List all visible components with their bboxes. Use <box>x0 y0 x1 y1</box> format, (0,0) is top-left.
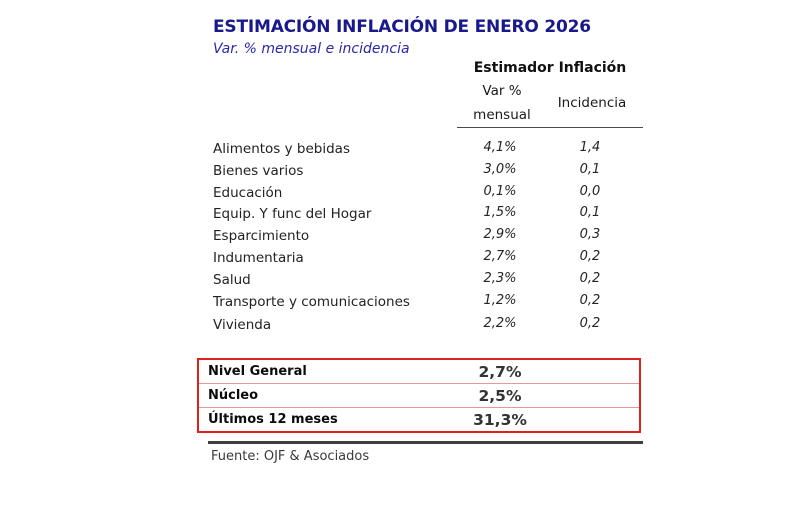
row-label: Esparcimiento <box>213 228 310 245</box>
category-table: Alimentos y bebidas 4,1% 1,4 Bienes vari… <box>213 137 643 335</box>
row-label: Alimentos y bebidas <box>213 141 350 157</box>
row-label: Indumentaria <box>213 249 304 266</box>
row-incidence-value: 0,2 <box>579 270 601 286</box>
summary-row-label: Núcleo <box>208 388 259 403</box>
row-label: Bienes varios <box>213 162 304 179</box>
incidencia-header-label: Incidencia <box>557 95 627 111</box>
row-var-value: 1,2% <box>483 292 517 308</box>
summary-row-value: 31,3% <box>473 410 527 429</box>
row-var-value: 4,1% <box>483 140 517 155</box>
table-row: Esparcimiento 2,9% 0,3 <box>213 224 643 246</box>
summary-row: Últimos 12 meses 31,3% <box>199 408 639 431</box>
row-incidence-value: 1,4 <box>579 140 601 155</box>
row-incidence-value: 0,2 <box>579 292 601 308</box>
row-incidence-value: 0,2 <box>579 316 601 332</box>
summary-box: Nivel General 2,7% Núcleo 2,5% Últimos 1… <box>197 358 641 433</box>
row-label: Vivienda <box>213 317 272 334</box>
row-label: Transporte y comunicaciones <box>213 293 410 310</box>
summary-row: Núcleo 2,5% <box>199 384 639 408</box>
column-group-header: Estimador Inflación <box>473 60 627 76</box>
page-subtitle: Var. % mensual e incidencia <box>213 41 410 57</box>
table-row: Alimentos y bebidas 4,1% 1,4 <box>213 137 643 159</box>
var-mensual-column-header: Var % mensual <box>457 79 547 127</box>
var-header-line2: mensual <box>473 107 531 123</box>
table-row: Transporte y comunicaciones 1,2% 0,2 <box>213 290 643 312</box>
table-row: Indumentaria 2,7% 0,2 <box>213 246 643 268</box>
row-incidence-value: 0,1 <box>579 161 601 177</box>
page-title: ESTIMACIÓN INFLACIÓN DE ENERO 2026 <box>213 17 591 37</box>
table-row: Bienes varios 3,0% 0,1 <box>213 159 643 181</box>
row-var-value: 0,1% <box>483 183 517 199</box>
summary-row-value: 2,7% <box>478 362 522 381</box>
row-var-value: 1,5% <box>483 205 517 221</box>
row-incidence-value: 0,2 <box>579 248 601 264</box>
row-label: Educación <box>213 184 283 201</box>
summary-row-value: 2,5% <box>478 386 522 405</box>
table-row: Educación 0,1% 0,0 <box>213 181 643 203</box>
row-incidence-value: 0,3 <box>579 227 601 243</box>
summary-row-label: Últimos 12 meses <box>208 412 338 427</box>
summary-row: Nivel General 2,7% <box>199 360 639 384</box>
table-row: Salud 2,3% 0,2 <box>213 268 643 290</box>
source-note: Fuente: OJF & Asociados <box>211 449 370 464</box>
row-var-value: 2,7% <box>483 248 517 264</box>
row-label: Salud <box>213 271 251 288</box>
summary-row-label: Nivel General <box>208 364 307 379</box>
row-var-value: 2,2% <box>483 316 517 332</box>
row-label: Equip. Y func del Hogar <box>213 206 372 223</box>
row-var-value: 2,3% <box>483 270 517 286</box>
table-row: Vivienda 2,2% 0,2 <box>213 313 643 335</box>
row-incidence-value: 0,1 <box>579 205 601 221</box>
incidencia-column-header: Incidencia <box>545 79 639 127</box>
row-var-value: 3,0% <box>483 161 517 177</box>
table-row: Equip. Y func del Hogar 1,5% 0,1 <box>213 202 643 224</box>
var-header-line1: Var % <box>482 83 522 99</box>
footer-divider <box>208 441 643 444</box>
row-incidence-value: 0,0 <box>579 183 601 199</box>
column-headers: Var % mensual Incidencia <box>457 79 643 128</box>
row-var-value: 2,9% <box>483 227 517 243</box>
